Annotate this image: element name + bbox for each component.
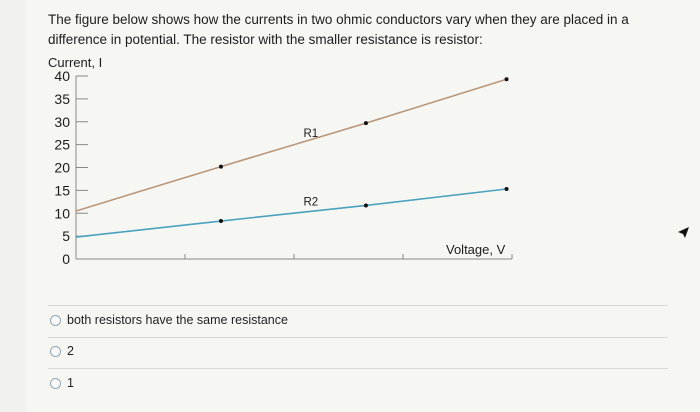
chart-series: R1 R2	[75, 77, 509, 238]
x-ticks	[184, 254, 513, 259]
option-same-resistance[interactable]: both resistors have the same resistance	[50, 313, 288, 327]
x-axis-label: Voltage, V	[446, 242, 506, 257]
y-tick-label: 5	[62, 228, 70, 244]
option-divider	[48, 368, 668, 369]
series-line-r1	[75, 78, 507, 212]
radio-button[interactable]	[50, 377, 61, 389]
data-point	[363, 203, 368, 208]
option-resistor-1[interactable]: 1	[50, 376, 74, 390]
data-point	[363, 121, 368, 126]
series-label-r1: R1	[303, 128, 318, 140]
option-label: 1	[67, 376, 74, 390]
option-resistor-2[interactable]: 2	[50, 344, 74, 358]
series-label-r2: R2	[303, 196, 318, 208]
mouse-cursor-icon	[678, 227, 689, 238]
y-tick-label: 15	[54, 182, 70, 198]
y-ticks: 0 5 10 15 20 25 30 35 40	[54, 68, 88, 267]
chart-axes	[75, 76, 512, 260]
data-point	[218, 219, 223, 224]
y-tick-label: 30	[54, 114, 70, 130]
option-label: both resistors have the same resistance	[67, 313, 288, 327]
y-tick-label: 35	[54, 91, 70, 107]
y-axis-label: Current, I	[48, 55, 102, 70]
option-label: 2	[67, 344, 74, 358]
series-line-r2	[75, 188, 507, 238]
y-tick-label: 25	[54, 137, 70, 153]
radio-button[interactable]	[50, 345, 61, 357]
y-tick-label: 20	[54, 160, 70, 176]
data-point	[218, 164, 223, 169]
data-point	[504, 77, 509, 82]
radio-button[interactable]	[50, 314, 61, 326]
current-voltage-chart: Current, I Voltage, V 0 5 10 15 20 25 30 35 40 R…	[48, 55, 513, 267]
option-divider	[48, 305, 668, 306]
option-divider	[48, 337, 668, 338]
y-tick-label: 10	[54, 205, 70, 221]
y-tick-label: 0	[62, 251, 70, 267]
y-tick-label: 40	[54, 68, 70, 84]
data-point	[504, 187, 509, 192]
question-text: The figure below shows how the currents …	[48, 12, 629, 47]
